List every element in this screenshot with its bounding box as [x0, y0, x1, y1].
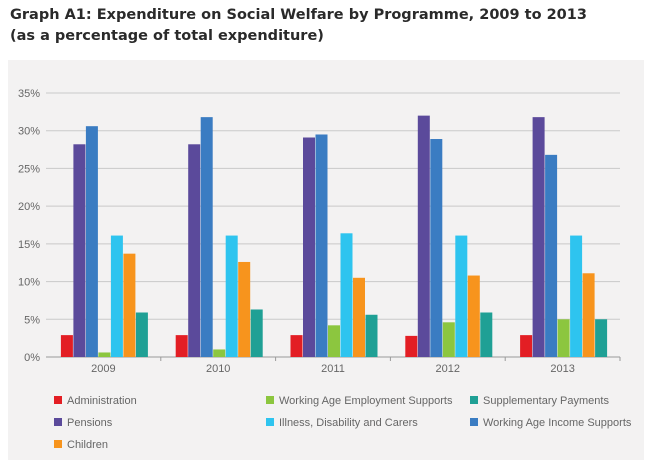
- bar: [73, 144, 86, 357]
- x-tick-label: 2010: [206, 363, 230, 375]
- bar: [405, 335, 418, 357]
- y-tick-label: 10%: [18, 277, 40, 289]
- bar: [353, 277, 365, 357]
- legend-swatch: [266, 418, 274, 426]
- legend-label: Pensions: [67, 417, 113, 429]
- bar: [570, 235, 583, 357]
- bar: [417, 115, 430, 357]
- legend-item: Working Age Employment Supports: [266, 395, 453, 407]
- bar: [340, 233, 353, 357]
- legend-swatch: [54, 440, 62, 448]
- y-tick-label: 30%: [18, 126, 40, 138]
- legend-swatch: [54, 418, 62, 426]
- bar: [98, 352, 111, 357]
- legend-item: Working Age Income Supports: [470, 417, 632, 429]
- legend-swatch: [470, 396, 478, 404]
- y-tick-label: 20%: [18, 201, 40, 213]
- bar: [467, 275, 480, 357]
- y-tick-label: 0%: [24, 352, 40, 364]
- bar: [123, 253, 136, 357]
- x-tick-label: 2013: [550, 363, 574, 375]
- bar: [250, 309, 263, 357]
- chart-title: Graph A1: Expenditure on Social Welfare …: [10, 7, 587, 23]
- bar: [213, 349, 226, 357]
- bar: [60, 335, 73, 357]
- legend-label: Children: [67, 439, 108, 451]
- legend-item: Illness, Disability and Carers: [266, 417, 418, 429]
- legend-label: Illness, Disability and Carers: [279, 417, 418, 429]
- chart-title-block: Graph A1: Expenditure on Social Welfare …: [10, 5, 587, 47]
- bar: [520, 335, 533, 357]
- bar: [545, 154, 558, 357]
- legend-swatch: [266, 396, 274, 404]
- bar: [442, 322, 455, 357]
- y-tick-label: 15%: [18, 239, 40, 251]
- legend-swatch: [54, 396, 62, 404]
- legend: Administration Working Age Employment Sup…: [54, 395, 632, 451]
- x-tick-label: 2009: [91, 363, 115, 375]
- x-tick-label: 2011: [321, 363, 345, 375]
- bar: [303, 137, 315, 357]
- bar: [175, 335, 188, 357]
- legend-item: Supplementary Payments: [470, 395, 609, 407]
- legend-label: Working Age Employment Supports: [279, 395, 453, 407]
- y-tick-label: 35%: [18, 88, 40, 100]
- legend-label: Administration: [67, 395, 137, 407]
- x-axis-ticks: 2009 2010 2011 2012 2013: [91, 357, 621, 375]
- bar: [582, 273, 595, 357]
- bar: [430, 139, 443, 357]
- bar: [135, 312, 148, 357]
- bar: [532, 117, 545, 357]
- bar: [315, 134, 328, 357]
- bar: [557, 319, 570, 357]
- y-axis-ticks: 0% 5% 10% 15% 20% 25% 30% 35%: [18, 88, 40, 364]
- bar: [85, 126, 98, 357]
- bar: [365, 314, 378, 357]
- gridlines: [46, 92, 620, 358]
- y-tick-label: 25%: [18, 163, 40, 175]
- bar: [328, 325, 340, 357]
- bar: [290, 335, 303, 357]
- legend-item: Administration: [54, 395, 137, 407]
- legend-label: Working Age Income Supports: [483, 417, 632, 429]
- bar: [225, 235, 238, 357]
- legend-item: Children: [54, 439, 108, 451]
- bar: [455, 235, 468, 357]
- x-tick-label: 2012: [436, 363, 460, 375]
- bar: [595, 319, 608, 357]
- legend-swatch: [470, 418, 478, 426]
- bars: [60, 115, 608, 357]
- bar: [480, 312, 493, 357]
- bar: [200, 117, 213, 357]
- bar: [110, 235, 123, 357]
- y-tick-label: 5%: [24, 314, 40, 326]
- bar: [238, 261, 251, 357]
- chart-subtitle: (as a percentage of total expenditure): [10, 28, 324, 44]
- bar: [188, 144, 201, 357]
- legend-label: Supplementary Payments: [483, 395, 609, 407]
- legend-item: Pensions: [54, 417, 113, 429]
